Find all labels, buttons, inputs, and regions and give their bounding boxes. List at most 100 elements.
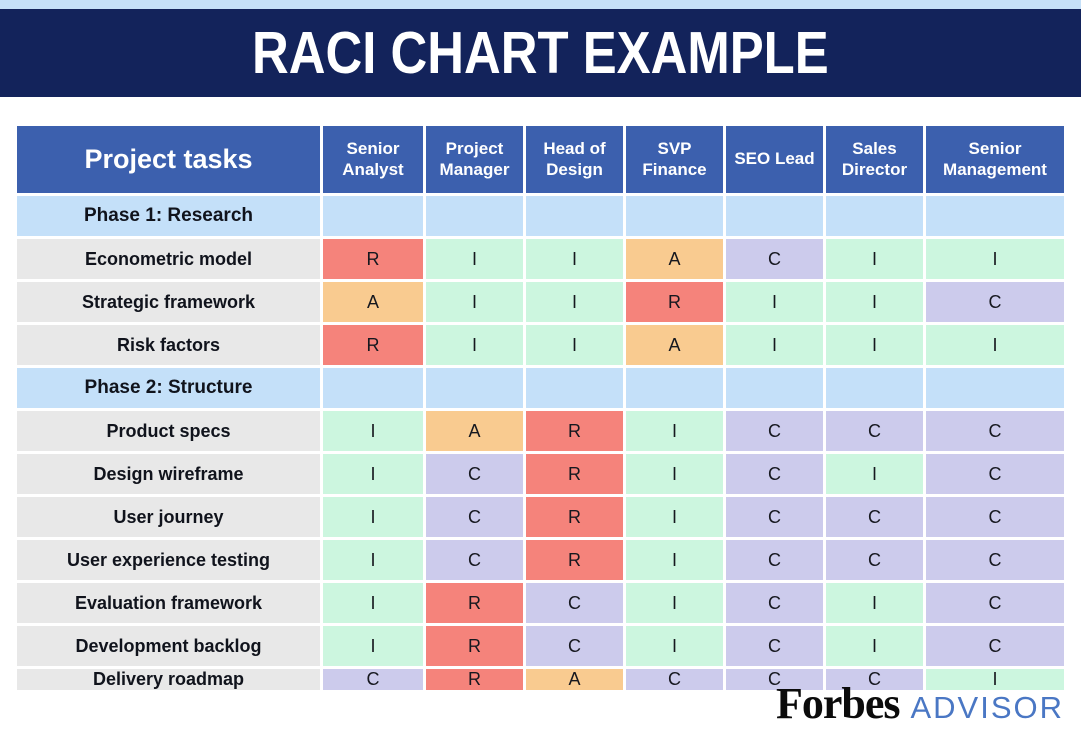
raci-cell-c: C — [926, 454, 1064, 494]
raci-cell-i: I — [926, 239, 1064, 279]
raci-cell-i-text: I — [671, 635, 677, 656]
phase-empty-cell — [726, 196, 823, 236]
raci-cell-i: I — [726, 325, 823, 365]
header-cell-role-text: SVP Finance — [642, 139, 707, 179]
raci-cell-i-text: I — [370, 463, 376, 484]
raci-cell-c: C — [826, 669, 923, 690]
header-cell-role-text: Senior Analyst — [342, 139, 404, 179]
raci-cell-r-text: R — [366, 334, 380, 355]
raci-cell-c-text: C — [468, 549, 481, 570]
raci-cell-c: C — [926, 411, 1064, 451]
task-label-text: Strategic framework — [81, 291, 256, 312]
phase-empty-cell — [323, 196, 423, 236]
phase-empty-cell — [726, 368, 823, 408]
raci-cell-c: C — [526, 583, 623, 623]
raci-cell-r: R — [323, 239, 423, 279]
phase-label: Phase 2: Structure — [17, 368, 320, 408]
raci-cell-i-text: I — [992, 334, 998, 355]
raci-cell-i: I — [426, 282, 523, 322]
raci-cell-c-text: C — [568, 635, 581, 656]
advisor-wordmark: ADVISOR — [910, 690, 1064, 725]
raci-cell-c-text: C — [768, 592, 781, 613]
raci-cell-c: C — [726, 540, 823, 580]
raci-cell-i: I — [526, 325, 623, 365]
phase-empty-cell — [426, 196, 523, 236]
raci-cell-i-text: I — [871, 463, 877, 484]
raci-cell-i: I — [926, 325, 1064, 365]
raci-cell-c-text: C — [768, 506, 781, 527]
raci-cell-r: R — [426, 626, 523, 666]
task-label-text: Risk factors — [116, 334, 221, 355]
raci-cell-c: C — [926, 282, 1064, 322]
raci-cell-i: I — [826, 282, 923, 322]
raci-cell-c: C — [726, 583, 823, 623]
raci-matrix: Project tasks Senior Analyst Project Manag… — [17, 126, 1064, 690]
task-label: Strategic framework — [17, 282, 320, 322]
raci-cell-a-text: A — [366, 291, 379, 312]
raci-cell-c-text: C — [988, 635, 1002, 656]
raci-cell-i-text: I — [871, 635, 877, 656]
raci-cell-i: I — [726, 282, 823, 322]
raci-cell-r-text: R — [468, 635, 481, 656]
raci-cell-r-text: R — [468, 669, 481, 689]
raci-cell-i-text: I — [370, 506, 376, 527]
raci-cell-c-text: C — [988, 463, 1002, 484]
task-label: User journey — [17, 497, 320, 537]
phase-label-text: Phase 2: Structure — [84, 377, 253, 398]
raci-cell-i-text: I — [370, 420, 376, 441]
task-label: Econometric model — [17, 239, 320, 279]
task-label: Evaluation framework — [17, 583, 320, 623]
raci-cell-c-text: C — [988, 549, 1002, 570]
raci-cell-i: I — [626, 497, 723, 537]
raci-cell-c: C — [726, 411, 823, 451]
raci-cell-c-text: C — [768, 549, 781, 570]
raci-cell-i-text: I — [671, 592, 677, 613]
task-label-text: User journey — [113, 506, 224, 527]
header-cell-role-text: Project Manager — [439, 139, 510, 179]
raci-cell-r: R — [323, 325, 423, 365]
raci-cell-i-text: I — [571, 334, 577, 355]
raci-cell-c: C — [926, 540, 1064, 580]
raci-cell-i-text: I — [771, 291, 777, 312]
header-cell-role-text: Sales Director — [841, 139, 908, 179]
raci-cell-i: I — [323, 583, 423, 623]
raci-cell-c: C — [926, 626, 1064, 666]
raci-cell-r-text: R — [568, 506, 581, 527]
phase-empty-cell — [323, 368, 423, 408]
page-title: RACI CHART EXAMPLE — [252, 19, 829, 87]
raci-cell-i-text: I — [370, 635, 376, 656]
task-label-text: Development backlog — [75, 635, 262, 656]
task-label-text: Econometric model — [84, 248, 253, 269]
raci-cell-c: C — [726, 626, 823, 666]
phase-empty-cell — [626, 368, 723, 408]
header-cell-role-text: SEO Lead — [734, 149, 815, 169]
raci-cell-i-text: I — [992, 669, 998, 689]
header-cell-role-text: Head of Design — [543, 139, 606, 179]
raci-cell-i: I — [426, 239, 523, 279]
raci-cell-c-text: C — [668, 669, 681, 689]
raci-cell-r: R — [526, 497, 623, 537]
phase-label-text: Phase 1: Research — [84, 205, 253, 226]
raci-cell-i-text: I — [771, 334, 777, 355]
raci-cell-c: C — [926, 583, 1064, 623]
raci-cell-c-text: C — [988, 506, 1002, 527]
raci-cell-r-text: R — [568, 549, 581, 570]
title-bar: RACI CHART EXAMPLE — [0, 9, 1081, 97]
raci-cell-i-text: I — [992, 248, 998, 269]
raci-cell-c: C — [926, 497, 1064, 537]
raci-cell-c-text: C — [568, 592, 581, 613]
raci-cell-i: I — [526, 239, 623, 279]
raci-cell-i: I — [323, 540, 423, 580]
task-label-text: Product specs — [106, 420, 231, 441]
raci-cell-a: A — [526, 669, 623, 690]
raci-cell-c-text: C — [768, 669, 781, 689]
phase-empty-cell — [926, 196, 1064, 236]
phase-empty-cell — [626, 196, 723, 236]
raci-cell-i: I — [323, 497, 423, 537]
raci-cell-c-text: C — [768, 248, 781, 269]
header-cell-role: Senior Management — [926, 126, 1064, 193]
task-label-text: User experience testing — [66, 549, 271, 570]
raci-cell-i: I — [323, 411, 423, 451]
task-label: User experience testing — [17, 540, 320, 580]
raci-cell-c-text: C — [988, 420, 1002, 441]
